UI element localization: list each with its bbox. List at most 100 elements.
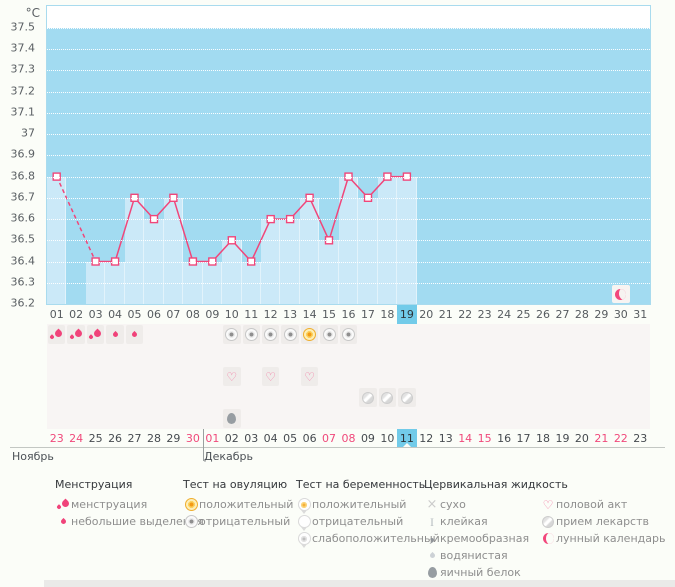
temperature-bar[interactable] (85, 261, 106, 304)
data-point-marker[interactable] (402, 172, 412, 181)
calendar-date[interactable]: 26 (108, 431, 123, 445)
calendar-date[interactable]: 23 (49, 431, 64, 445)
cycle-day-label[interactable]: 07 (166, 308, 181, 321)
cycle-day-label[interactable]: 15 (322, 308, 337, 321)
temperature-bar[interactable] (241, 261, 261, 304)
event-cell[interactable] (86, 325, 105, 344)
cycle-day-label[interactable]: 31 (633, 308, 648, 321)
event-cell[interactable] (339, 325, 358, 344)
calendar-date[interactable]: 03 (244, 431, 259, 445)
event-cell[interactable] (242, 325, 260, 344)
cycle-day-label[interactable]: 04 (108, 308, 123, 321)
cycle-day-label[interactable]: 27 (555, 308, 570, 321)
calendar-date[interactable]: 06 (302, 431, 317, 445)
temperature-bar[interactable] (124, 197, 145, 304)
data-point-marker[interactable] (383, 172, 392, 181)
calendar-date[interactable]: 27 (127, 431, 142, 445)
cycle-day-label[interactable]: 29 (594, 308, 609, 321)
event-cell[interactable]: ♡ (223, 367, 241, 386)
cycle-day-label[interactable]: 01 (49, 308, 64, 321)
cycle-day-label[interactable]: 17 (360, 308, 375, 321)
cycle-day-label[interactable]: 23 (477, 308, 492, 321)
temperature-bar[interactable] (260, 219, 281, 304)
cycle-day-label[interactable]: 11 (244, 308, 259, 321)
calendar-date[interactable]: 08 (341, 431, 356, 445)
calendar-date[interactable]: 28 (146, 431, 161, 445)
event-cell[interactable] (48, 325, 66, 344)
cycle-day-label[interactable]: 09 (205, 308, 220, 321)
event-cell[interactable] (359, 388, 377, 407)
cycle-day-label[interactable]: 05 (127, 308, 142, 321)
calendar-date[interactable]: 17 (516, 431, 531, 445)
data-point-marker[interactable] (169, 193, 178, 203)
calendar-date[interactable]: 02 (224, 431, 239, 445)
temperature-bar[interactable] (202, 261, 223, 304)
calendar-date[interactable]: 16 (497, 431, 512, 445)
calendar-date[interactable]: 07 (322, 431, 337, 445)
calendar-date[interactable]: 14 (458, 431, 473, 445)
calendar-date[interactable]: 01 (205, 431, 220, 445)
cycle-day-label[interactable]: 30 (613, 308, 628, 321)
cycle-day-label[interactable]: 08 (185, 308, 200, 321)
temperature-bar[interactable] (144, 219, 164, 304)
data-point-marker[interactable] (91, 257, 100, 266)
data-point-marker[interactable] (188, 257, 198, 266)
temperature-bar[interactable] (183, 261, 203, 304)
calendar-date[interactable]: 25 (88, 431, 103, 445)
cycle-day-label[interactable]: 14 (302, 308, 317, 321)
calendar-date[interactable]: 19 (555, 431, 570, 445)
temperature-bar[interactable] (222, 240, 242, 304)
data-point-marker[interactable] (208, 257, 217, 266)
cycle-day-label[interactable]: 25 (516, 308, 531, 321)
calendar-date[interactable]: 04 (263, 431, 278, 445)
data-point-marker[interactable] (344, 172, 353, 181)
temperature-bar[interactable] (358, 197, 378, 304)
event-cell[interactable] (398, 388, 416, 407)
cycle-day-label[interactable]: 24 (497, 308, 512, 321)
cycle-day-label[interactable]: 19 (397, 305, 417, 324)
temperature-bar[interactable] (163, 197, 184, 304)
calendar-date[interactable]: 21 (594, 431, 609, 445)
calendar-date[interactable]: 20 (574, 431, 589, 445)
data-point-marker[interactable] (52, 172, 61, 181)
calendar-date[interactable]: 10 (380, 431, 395, 445)
cycle-day-label[interactable]: 12 (263, 308, 278, 321)
data-point-marker[interactable] (246, 257, 256, 266)
event-cell[interactable]: ♡ (261, 367, 280, 386)
event-cell[interactable] (125, 325, 144, 344)
data-point-marker[interactable] (363, 193, 373, 203)
data-point-marker[interactable] (110, 257, 120, 266)
event-cell[interactable] (320, 325, 338, 344)
cycle-day-label[interactable]: 13 (283, 308, 298, 321)
calendar-date[interactable]: 23 (633, 431, 648, 445)
cycle-day-label[interactable]: 03 (88, 308, 103, 321)
temperature-bar[interactable] (105, 261, 125, 304)
cycle-day-label[interactable]: 22 (458, 308, 473, 321)
calendar-date[interactable]: 24 (69, 431, 84, 445)
event-cell[interactable] (261, 325, 280, 344)
event-cell[interactable] (67, 325, 85, 344)
event-cell[interactable] (300, 325, 319, 344)
temperature-bar[interactable] (280, 219, 300, 304)
data-point-marker[interactable] (305, 193, 314, 203)
cycle-day-label[interactable]: 10 (224, 308, 239, 321)
cycle-day-label[interactable]: 06 (146, 308, 161, 321)
data-point-marker[interactable] (130, 193, 139, 203)
event-cell[interactable] (223, 409, 241, 428)
event-cell[interactable] (223, 325, 241, 344)
calendar-date[interactable]: 30 (185, 431, 200, 445)
calendar-date[interactable]: 09 (360, 431, 375, 445)
event-cell[interactable] (106, 325, 124, 344)
calendar-date[interactable]: 05 (283, 431, 298, 445)
temperature-bar[interactable] (299, 197, 320, 304)
calendar-date[interactable]: 29 (166, 431, 181, 445)
calendar-date[interactable]: 11 (397, 429, 417, 447)
calendar-date[interactable]: 18 (536, 431, 550, 445)
cycle-day-label[interactable]: 26 (536, 308, 550, 321)
cycle-day-label[interactable]: 21 (438, 308, 453, 321)
calendar-date[interactable]: 22 (613, 431, 628, 445)
cycle-day-label[interactable]: 02 (69, 308, 84, 321)
cycle-day-label[interactable]: 18 (380, 308, 395, 321)
temperature-bar[interactable] (319, 240, 339, 304)
calendar-date[interactable]: 12 (419, 431, 434, 445)
